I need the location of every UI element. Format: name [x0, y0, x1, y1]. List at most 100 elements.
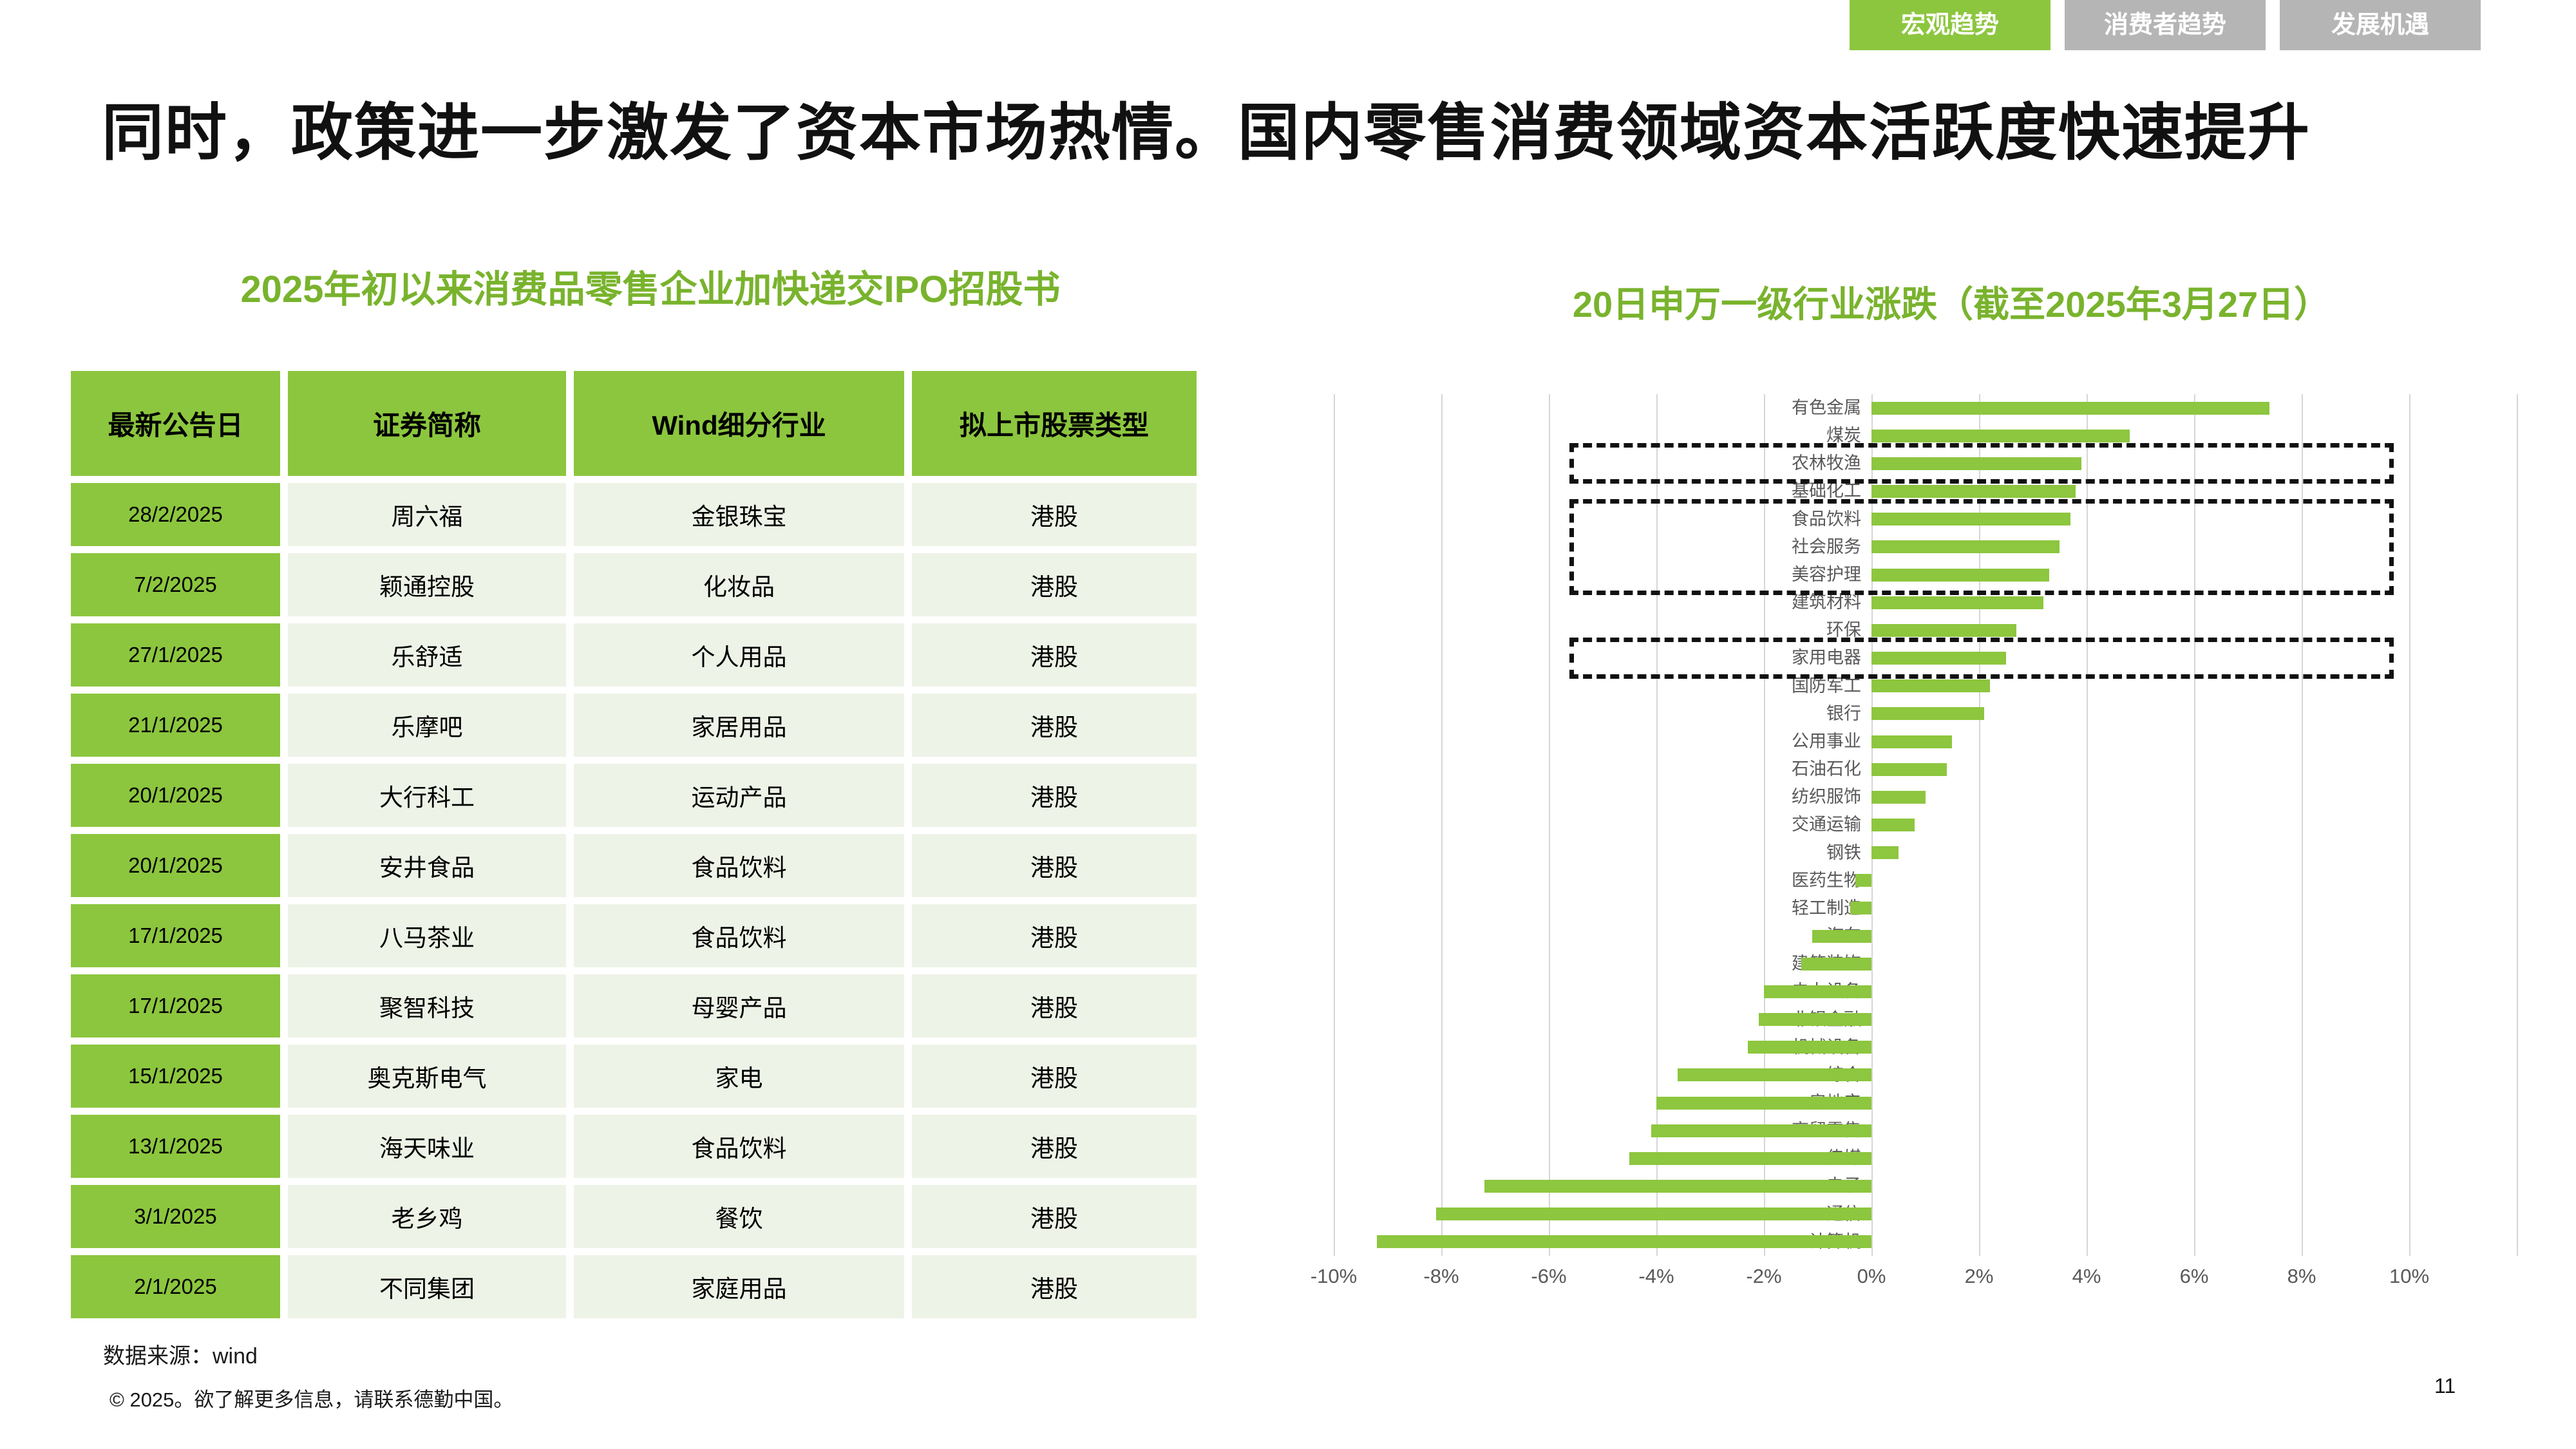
table-cell-date: 2/1/2025 — [71, 1255, 280, 1318]
page-number: 11 — [2434, 1374, 2456, 1397]
industry-bar-chart: -10% -8% -6% -4% -2% 0% 2% 4% 6% 8% 10% 有色金属 煤炭 农林牧渔基… — [1311, 394, 2530, 1287]
chart-category-label: 农林牧渔 — [1792, 453, 1861, 473]
table-cell: 周六福 — [288, 483, 566, 546]
table-cell: 母婴产品 — [574, 974, 904, 1037]
chart-bar — [1855, 874, 1871, 887]
chart-bar — [1871, 457, 2081, 470]
chart-bar — [1871, 735, 1953, 748]
table-cell: 食品饮料 — [574, 1115, 904, 1178]
x-axis-tick-label: 0% — [1857, 1265, 1886, 1287]
chart-category-label: 食品饮料 — [1792, 509, 1861, 529]
tab-3[interactable]: 发展机遇 — [2280, 0, 2481, 50]
table-cell: 港股 — [912, 553, 1197, 616]
x-axis-tick-label: -2% — [1746, 1265, 1782, 1287]
table-cell-date: 7/2/2025 — [71, 553, 280, 616]
table-cell-date: 15/1/2025 — [71, 1045, 280, 1108]
table-cell: 食品饮料 — [574, 834, 904, 897]
table-cell: 家居用品 — [574, 694, 904, 757]
table-cell: 食品饮料 — [574, 904, 904, 967]
chart-bar — [1678, 1068, 1871, 1082]
chart-bar — [1871, 652, 2006, 665]
chart-category-label: 基础化工 — [1792, 481, 1861, 501]
table-cell-date: 17/1/2025 — [71, 974, 280, 1037]
chart-bar — [1758, 1013, 1871, 1027]
table-cell: 港股 — [912, 834, 1197, 897]
chart-bar — [1376, 1235, 1871, 1249]
chart-bar — [1871, 596, 2044, 609]
ipo-table: 最新公告日 证券简称 Wind细分行业 拟上市股票类型 28/2/2025 周六福 金银珠宝… — [71, 371, 1197, 1318]
table-cell-date: 3/1/2025 — [71, 1185, 280, 1248]
chart-bar — [1871, 707, 1985, 721]
table-cell: 港股 — [912, 1045, 1197, 1108]
chart-bar — [1871, 540, 2060, 554]
chart-section-title: 20日申万一级行业涨跌（截至2025年3月27日） — [1572, 284, 2331, 325]
chart-bar — [1651, 1124, 1871, 1137]
chart-category-label: 家用电器 — [1792, 648, 1861, 668]
table-cell: 乐摩吧 — [288, 694, 566, 757]
table-cell: 港股 — [912, 764, 1197, 827]
chart-category-label: 社会服务 — [1792, 536, 1861, 556]
highlight-box — [1569, 638, 2394, 679]
chart-bar — [1871, 762, 1947, 776]
chart-bar — [1656, 1096, 1871, 1110]
table-cell: 餐饮 — [574, 1185, 904, 1248]
chart-bar — [1764, 985, 1871, 998]
gridline — [1549, 394, 1550, 1256]
table-cell: 安井食品 — [288, 834, 566, 897]
table-cell: 港股 — [912, 904, 1197, 967]
table-cell: 海天味业 — [288, 1115, 566, 1178]
gridline — [2087, 394, 2088, 1256]
table-cell-date: 21/1/2025 — [71, 694, 280, 757]
table-cell: 港股 — [912, 483, 1197, 546]
table-cell: 金银珠宝 — [574, 483, 904, 546]
table-cell: 港股 — [912, 1185, 1197, 1248]
tab-1[interactable]: 宏观趋势 — [1850, 0, 2050, 50]
chart-bar — [1871, 846, 1899, 860]
highlight-box — [1569, 498, 2394, 596]
gridline — [1979, 394, 1980, 1256]
table-header-cell: Wind细分行业 — [574, 371, 904, 476]
table-header-cell: 拟上市股票类型 — [912, 371, 1197, 476]
chart-category-label: 美容护理 — [1792, 564, 1861, 584]
nav-tab-bar: 宏观趋势 消费者趋势 发展机遇 — [1850, 0, 2494, 50]
table-cell: 港股 — [912, 623, 1197, 687]
table-header-cell: 最新公告日 — [71, 371, 280, 476]
x-axis-tick-label: 6% — [2179, 1265, 2209, 1287]
chart-bar — [1850, 902, 1871, 915]
table-cell: 港股 — [912, 974, 1197, 1037]
chart-category-label: 煤炭 — [1826, 426, 1861, 446]
table-cell-date: 13/1/2025 — [71, 1115, 280, 1178]
gridline — [2302, 394, 2303, 1256]
chart-category-label: 有色金属 — [1792, 398, 1861, 417]
chart-category-label: 医药生物 — [1792, 870, 1861, 890]
gridline — [2517, 394, 2518, 1256]
tab-2[interactable]: 消费者趋势 — [2065, 0, 2266, 50]
table-cell: 个人用品 — [574, 623, 904, 687]
highlight-box — [1569, 443, 2394, 484]
table-cell: 港股 — [912, 1115, 1197, 1178]
chart-category-label: 环保 — [1826, 620, 1861, 640]
table-cell: 港股 — [912, 694, 1197, 757]
x-axis-tick-label: 2% — [1964, 1265, 1994, 1287]
table-cell-date: 28/2/2025 — [71, 483, 280, 546]
chart-category-label: 公用事业 — [1792, 731, 1861, 751]
table-cell: 不同集团 — [288, 1255, 566, 1318]
chart-category-label: 交通运输 — [1792, 815, 1861, 835]
table-cell: 家电 — [574, 1045, 904, 1108]
chart-bar — [1871, 818, 1915, 831]
gridline — [2194, 394, 2195, 1256]
chart-category-label: 建筑装饰 — [1334, 950, 1861, 978]
chart-category-label: 石油石化 — [1792, 759, 1861, 779]
chart-bar — [1871, 568, 2049, 582]
table-cell: 聚智科技 — [288, 974, 566, 1037]
chart-category-label: 纺织服饰 — [1792, 787, 1861, 807]
table-header-cell: 证券简称 — [288, 371, 566, 476]
chart-category-label: 钢铁 — [1826, 842, 1861, 862]
table-cell: 港股 — [912, 1255, 1197, 1318]
chart-category-label: 轻工制造 — [1792, 898, 1861, 918]
gridline — [1656, 394, 1658, 1256]
x-axis-tick-label: -6% — [1531, 1265, 1567, 1287]
chart-bar — [1629, 1151, 1871, 1165]
x-axis-tick-label: 8% — [2287, 1265, 2316, 1287]
chart-bar — [1871, 790, 1926, 804]
